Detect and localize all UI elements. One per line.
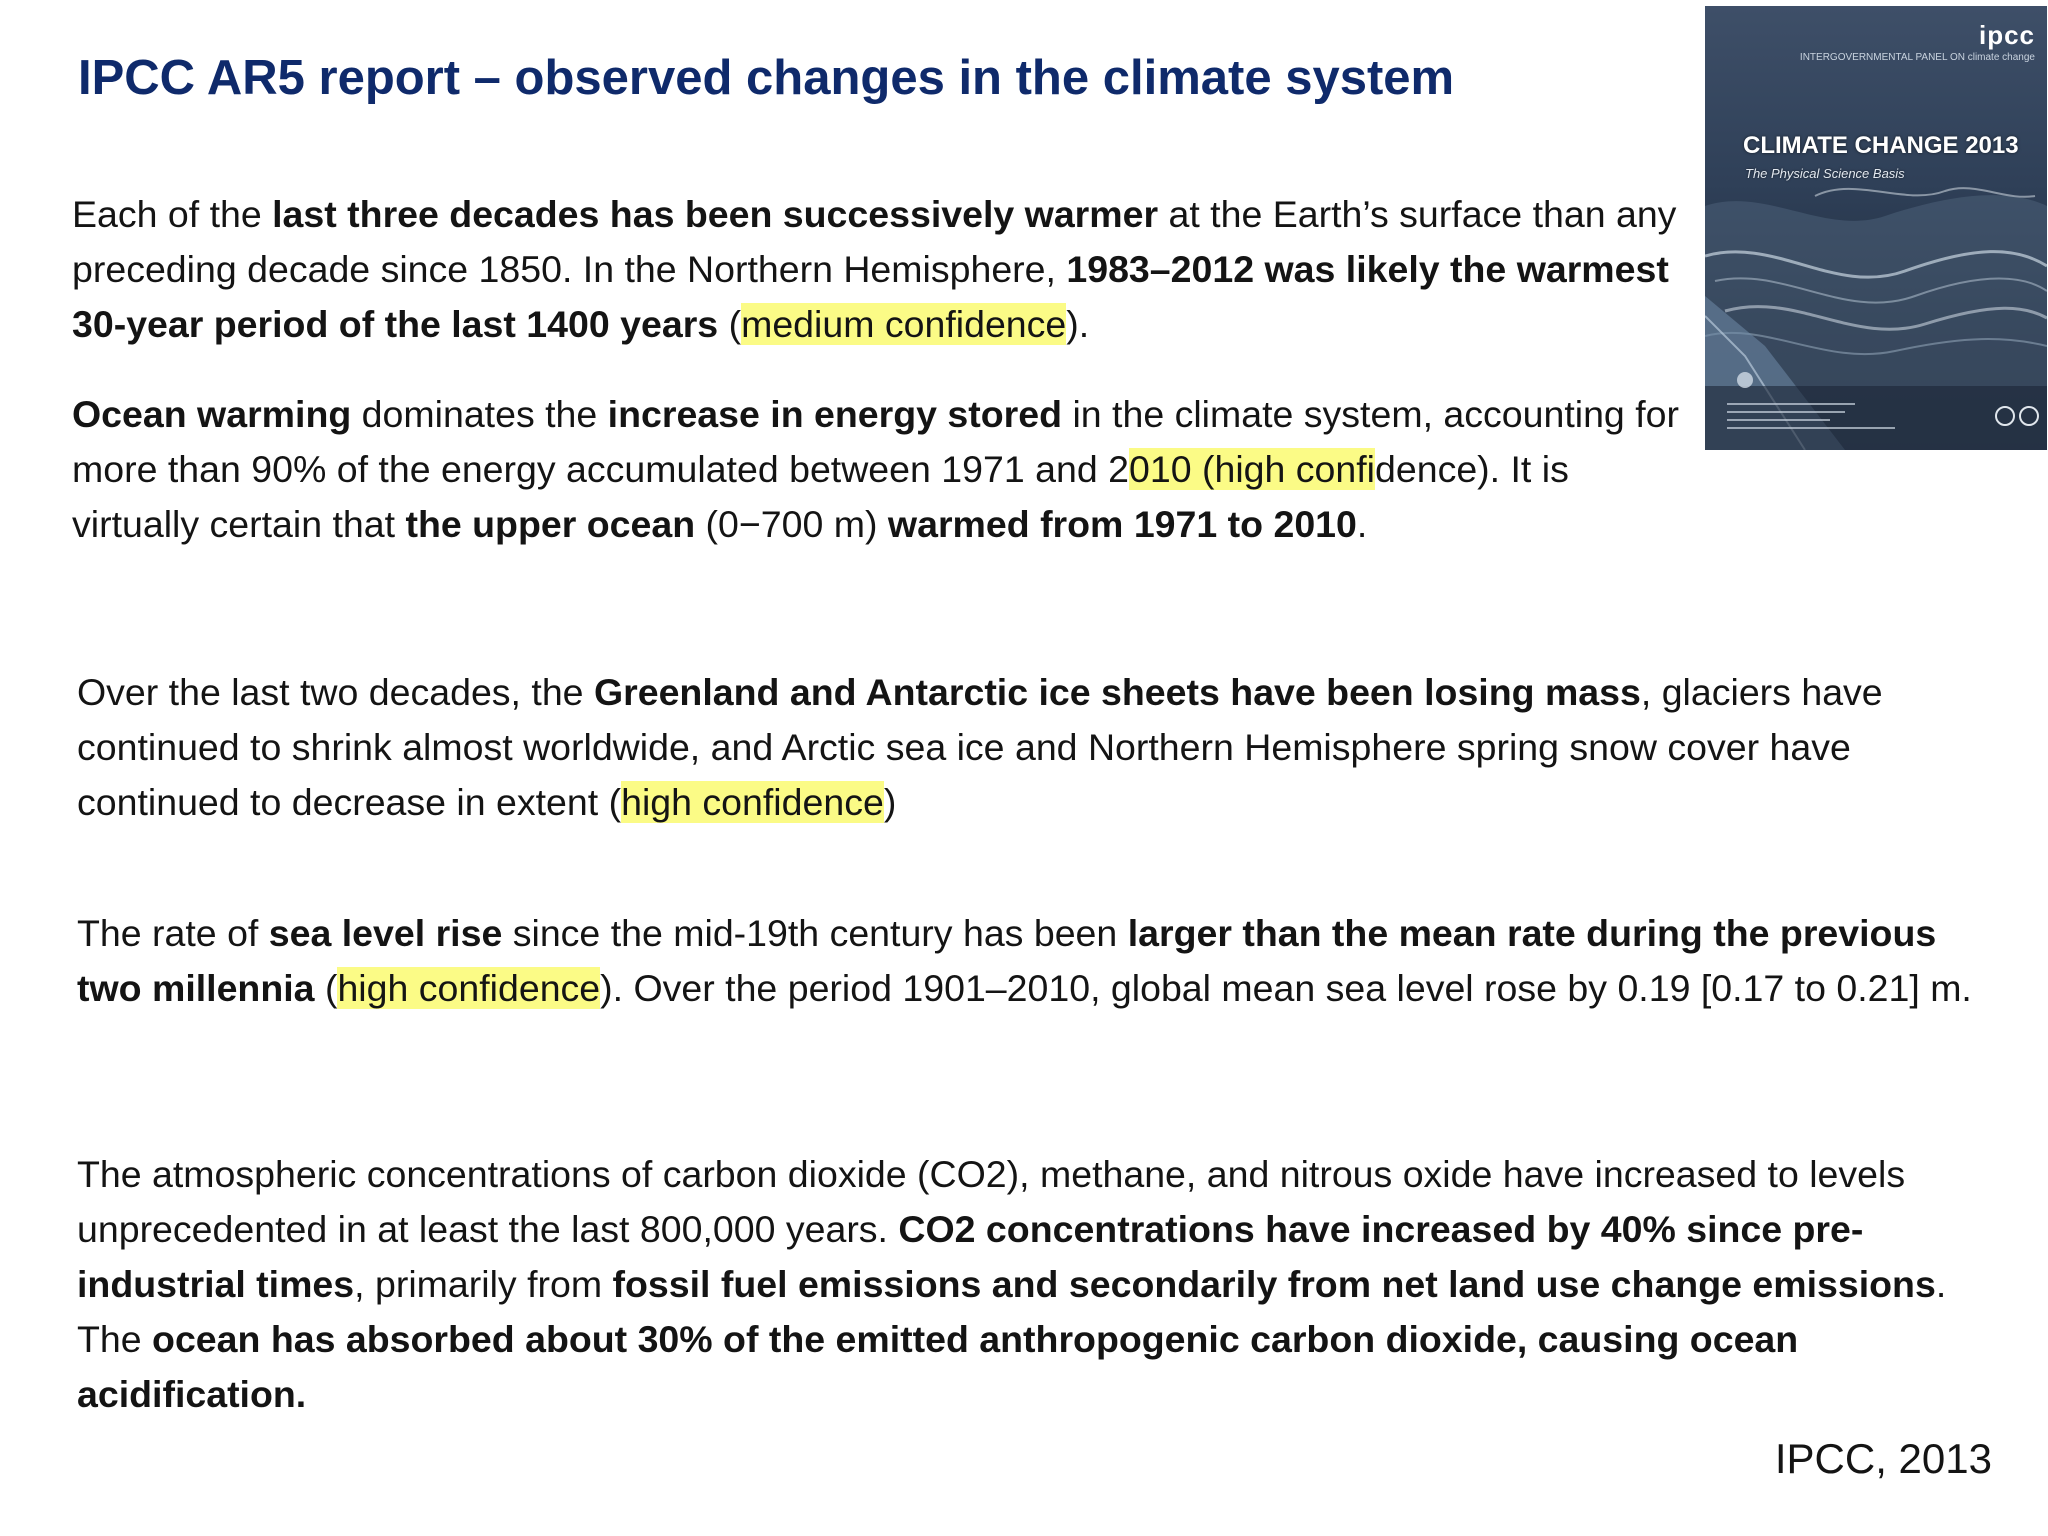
confidence-highlight: high confidence (621, 781, 884, 823)
confidence-highlight: medium confidence (741, 303, 1067, 345)
report-cover-image: ipcc INTERGOVERNMENTAL PANEL ON climate … (1705, 6, 2047, 450)
confidence-highlight: high confidence (337, 967, 601, 1009)
cover-subtitle: The Physical Science Basis (1745, 166, 1905, 181)
paragraph-sea-level: The rate of sea level rise since the mid… (77, 912, 1972, 1009)
ipcc-logo: ipcc (1978, 20, 2035, 50)
paragraph-surface-warming: Each of the last three decades has been … (72, 193, 1677, 345)
paragraph-ocean-warming: Ocean warming dominates the increase in … (72, 393, 1679, 545)
cover-artwork (1705, 187, 2047, 450)
paragraph-greenhouse-gases: The atmospheric concentrations of carbon… (77, 1153, 1947, 1415)
slide-title: IPCC AR5 report – observed changes in th… (78, 51, 1455, 105)
confidence-highlight: 010 (high confi (1128, 448, 1375, 490)
ipcc-logo-subtitle: INTERGOVERNMENTAL PANEL ON climate chang… (1799, 52, 2035, 63)
citation: IPCC, 2013 (1774, 1435, 1992, 1482)
cover-title: CLIMATE CHANGE 2013 (1743, 132, 2019, 159)
paragraph-ice-sheets: Over the last two decades, the Greenland… (77, 671, 1883, 823)
